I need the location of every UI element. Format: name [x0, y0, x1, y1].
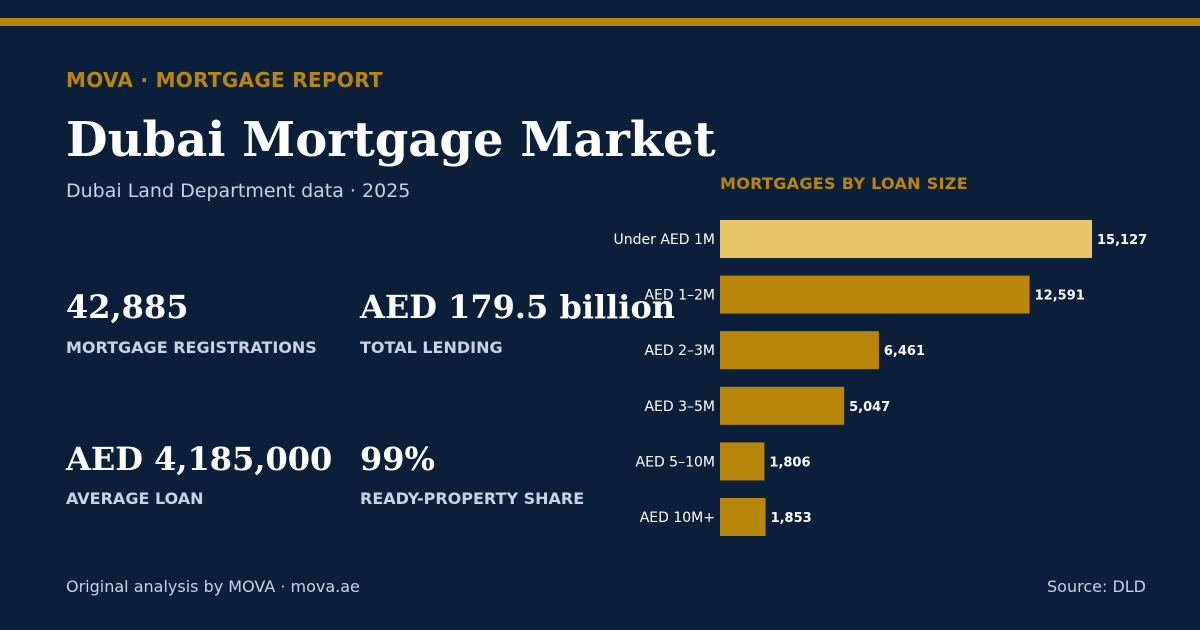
value-label-0: 15,127: [1097, 233, 1147, 248]
value-label-2: 6,461: [884, 344, 925, 359]
value-label-3: 5,047: [849, 400, 890, 415]
category-label-4: AED 5–10M: [636, 454, 715, 470]
stat-registrations-value: 42,885: [66, 288, 189, 326]
value-label-4: 1,806: [769, 455, 810, 470]
footer-source: Source: DLD: [1047, 577, 1146, 596]
stat-average-loan-label: AVERAGE LOAN: [66, 489, 204, 508]
stat-total-lending-value: AED 179.5 billion: [360, 288, 676, 326]
bar-2: [720, 331, 879, 370]
value-label-1: 12,591: [1035, 289, 1085, 304]
bar-5: [720, 498, 766, 536]
category-label-2: AED 2–3M: [644, 343, 715, 359]
bar-3: [720, 386, 845, 425]
stat-registrations-label: MORTGAGE REGISTRATIONS: [66, 338, 317, 357]
stat-ready-share-value: 99%: [360, 440, 435, 478]
page-subtitle: Dubai Land Department data · 2025: [66, 180, 411, 202]
page-title: Dubai Mortgage Market: [66, 112, 716, 168]
top-accent-bar: [0, 18, 1200, 26]
bar-0: [720, 220, 1092, 258]
bar-4: [720, 442, 765, 481]
category-label-0: Under AED 1M: [614, 232, 715, 248]
chart-title: MORTGAGES BY LOAN SIZE: [720, 174, 968, 193]
report-kicker: MOVA · MORTGAGE REPORT: [66, 68, 383, 92]
stat-average-loan-value: AED 4,185,000: [66, 440, 333, 478]
stat-ready-share-label: READY-PROPERTY SHARE: [360, 489, 585, 508]
category-label-3: AED 3–5M: [644, 399, 715, 415]
category-label-5: AED 10M+: [640, 510, 715, 526]
bar-1: [720, 275, 1030, 314]
value-label-5: 1,853: [771, 511, 812, 526]
footer-credit: Original analysis by MOVA · mova.ae: [66, 577, 360, 596]
stat-total-lending-label: TOTAL LENDING: [360, 338, 503, 357]
